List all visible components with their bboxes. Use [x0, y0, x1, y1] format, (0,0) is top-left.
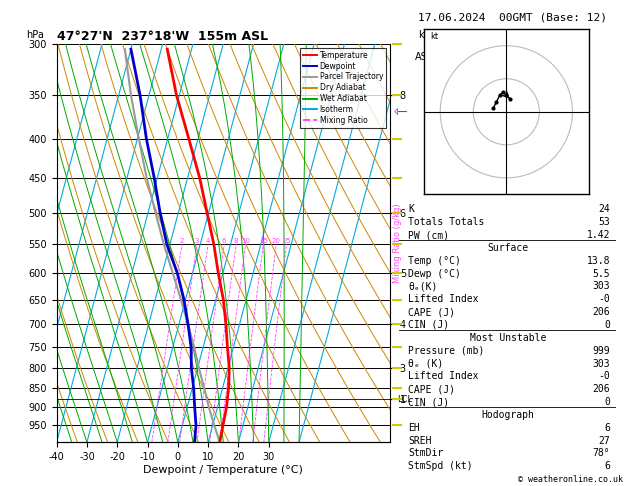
Text: θₑ(K): θₑ(K): [408, 281, 438, 292]
Text: 15: 15: [259, 238, 268, 244]
Text: 999: 999: [593, 346, 610, 356]
Legend: Temperature, Dewpoint, Parcel Trajectory, Dry Adiabat, Wet Adiabat, Isotherm, Mi: Temperature, Dewpoint, Parcel Trajectory…: [300, 48, 386, 128]
Text: PW (cm): PW (cm): [408, 230, 449, 240]
Text: Hodograph: Hodograph: [481, 410, 535, 420]
Text: K: K: [408, 205, 414, 214]
Text: 47°27'N  237°18'W  155m ASL: 47°27'N 237°18'W 155m ASL: [57, 30, 268, 43]
Text: Most Unstable: Most Unstable: [470, 333, 546, 343]
Text: 24: 24: [598, 205, 610, 214]
Text: 1.42: 1.42: [586, 230, 610, 240]
Text: 303: 303: [593, 281, 610, 292]
Text: 5.5: 5.5: [593, 269, 610, 278]
Text: 10: 10: [241, 238, 250, 244]
Text: StmSpd (kt): StmSpd (kt): [408, 461, 473, 471]
Text: EH: EH: [408, 423, 420, 433]
Text: 13.8: 13.8: [586, 256, 610, 266]
Text: 6: 6: [604, 423, 610, 433]
Text: 20: 20: [272, 238, 281, 244]
Text: SREH: SREH: [408, 435, 431, 446]
Text: Mixing Ratio (g/kg): Mixing Ratio (g/kg): [393, 203, 402, 283]
Text: Lifted Index: Lifted Index: [408, 295, 479, 304]
Text: 206: 206: [593, 307, 610, 317]
Text: -0: -0: [598, 295, 610, 304]
Text: CAPE (J): CAPE (J): [408, 384, 455, 394]
Text: 4: 4: [206, 238, 210, 244]
Text: θₑ (K): θₑ (K): [408, 359, 443, 368]
Text: 17.06.2024  00GMT (Base: 12): 17.06.2024 00GMT (Base: 12): [418, 12, 607, 22]
Text: 25: 25: [282, 238, 291, 244]
Text: 0: 0: [604, 320, 610, 330]
Text: 78°: 78°: [593, 449, 610, 458]
Text: 0: 0: [604, 397, 610, 407]
Text: LCL: LCL: [397, 395, 412, 404]
Text: CIN (J): CIN (J): [408, 397, 449, 407]
Text: Surface: Surface: [487, 243, 528, 253]
Text: kt: kt: [430, 32, 438, 41]
Text: 6: 6: [222, 238, 226, 244]
X-axis label: Dewpoint / Temperature (°C): Dewpoint / Temperature (°C): [143, 465, 303, 475]
Text: Pressure (mb): Pressure (mb): [408, 346, 484, 356]
Text: © weatheronline.co.uk: © weatheronline.co.uk: [518, 474, 623, 484]
Text: -0: -0: [598, 371, 610, 382]
Text: CAPE (J): CAPE (J): [408, 307, 455, 317]
Text: ASL: ASL: [415, 52, 433, 62]
Text: Totals Totals: Totals Totals: [408, 217, 484, 227]
Text: Dewp (°C): Dewp (°C): [408, 269, 461, 278]
Text: 303: 303: [593, 359, 610, 368]
Text: 8: 8: [234, 238, 238, 244]
Text: 206: 206: [593, 384, 610, 394]
Text: 2: 2: [180, 238, 184, 244]
Text: hPa: hPa: [26, 30, 45, 40]
Text: km: km: [418, 30, 433, 40]
Text: Temp (°C): Temp (°C): [408, 256, 461, 266]
Text: CIN (J): CIN (J): [408, 320, 449, 330]
Text: 6: 6: [604, 461, 610, 471]
Text: ⇽: ⇽: [393, 103, 407, 121]
Text: 27: 27: [598, 435, 610, 446]
Text: StmDir: StmDir: [408, 449, 443, 458]
Text: 53: 53: [598, 217, 610, 227]
Text: Lifted Index: Lifted Index: [408, 371, 479, 382]
Text: 3: 3: [195, 238, 199, 244]
